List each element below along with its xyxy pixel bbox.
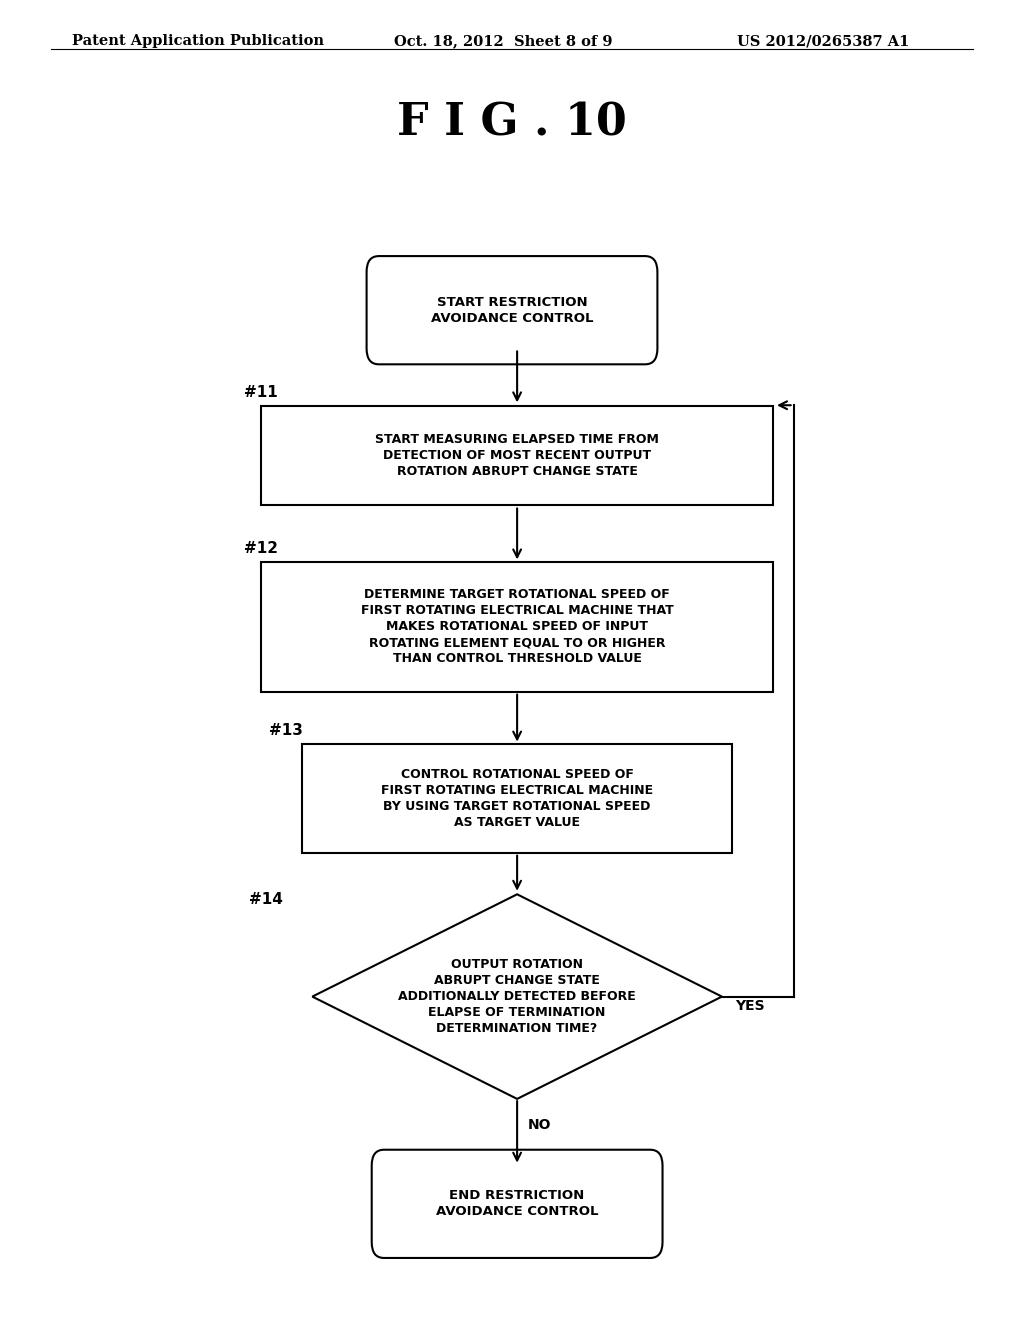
Text: OUTPUT ROTATION
ABRUPT CHANGE STATE
ADDITIONALLY DETECTED BEFORE
ELAPSE OF TERMI: OUTPUT ROTATION ABRUPT CHANGE STATE ADDI… bbox=[398, 958, 636, 1035]
Bar bbox=[261, 562, 773, 692]
Text: #14: #14 bbox=[249, 892, 283, 907]
Text: NO: NO bbox=[527, 1118, 551, 1131]
FancyBboxPatch shape bbox=[372, 1150, 663, 1258]
Text: Patent Application Publication: Patent Application Publication bbox=[72, 34, 324, 49]
Polygon shape bbox=[312, 895, 722, 1098]
Text: YES: YES bbox=[735, 999, 765, 1012]
Text: US 2012/0265387 A1: US 2012/0265387 A1 bbox=[737, 34, 909, 49]
Text: #12: #12 bbox=[244, 541, 278, 556]
Bar bbox=[261, 407, 773, 504]
Text: DETERMINE TARGET ROTATIONAL SPEED OF
FIRST ROTATING ELECTRICAL MACHINE THAT
MAKE: DETERMINE TARGET ROTATIONAL SPEED OF FIR… bbox=[360, 589, 674, 665]
Text: #11: #11 bbox=[244, 385, 278, 400]
Text: END RESTRICTION
AVOIDANCE CONTROL: END RESTRICTION AVOIDANCE CONTROL bbox=[436, 1189, 598, 1218]
Text: #13: #13 bbox=[269, 723, 303, 738]
Text: START MEASURING ELAPSED TIME FROM
DETECTION OF MOST RECENT OUTPUT
ROTATION ABRUP: START MEASURING ELAPSED TIME FROM DETECT… bbox=[375, 433, 659, 478]
Bar bbox=[302, 744, 732, 853]
Text: CONTROL ROTATIONAL SPEED OF
FIRST ROTATING ELECTRICAL MACHINE
BY USING TARGET RO: CONTROL ROTATIONAL SPEED OF FIRST ROTATI… bbox=[381, 768, 653, 829]
Text: START RESTRICTION
AVOIDANCE CONTROL: START RESTRICTION AVOIDANCE CONTROL bbox=[431, 296, 593, 325]
Text: Oct. 18, 2012  Sheet 8 of 9: Oct. 18, 2012 Sheet 8 of 9 bbox=[394, 34, 612, 49]
FancyBboxPatch shape bbox=[367, 256, 657, 364]
Text: F I G . 10: F I G . 10 bbox=[397, 102, 627, 144]
